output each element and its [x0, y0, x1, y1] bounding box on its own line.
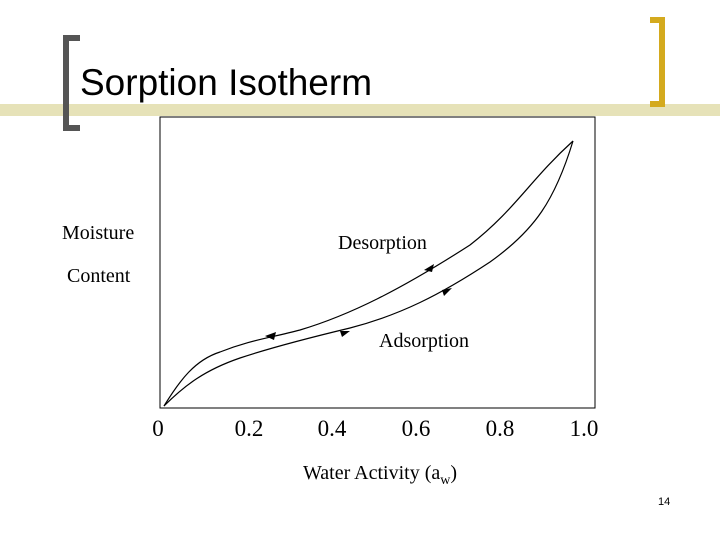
x-axis-label-close: ) [450, 462, 458, 484]
page-number: 14 [658, 496, 671, 508]
x-tick-label: 0.8 [485, 416, 515, 441]
adsorption-arrow-2 [442, 288, 452, 296]
desorption-arrow-1 [424, 264, 434, 272]
desorption-curve [163, 140, 574, 407]
desorption-arrow-2 [265, 332, 276, 340]
x-tick-label: 1.0 [569, 416, 599, 441]
plot-frame [159, 116, 596, 409]
desorption-label: Desorption [338, 232, 427, 254]
x-tick-label: 0.6 [401, 416, 431, 441]
y-axis-label-line1: Moisture [62, 222, 135, 244]
title-underline-bar [0, 104, 720, 116]
adsorption-curve [163, 140, 574, 407]
left-bracket-icon [63, 35, 80, 131]
x-axis-label: Water Activity (aw) [303, 462, 457, 489]
adsorption-arrow-1 [340, 331, 350, 337]
right-bracket-icon [650, 17, 665, 107]
x-tick-label: 0.2 [234, 416, 264, 441]
x-tick-label: 0.4 [317, 416, 347, 441]
adsorption-label: Adsorption [379, 330, 469, 352]
slide-title: Sorption Isotherm [80, 62, 373, 103]
x-axis-label-subscript: w [440, 473, 451, 488]
x-axis-label-text: Water Activity (a [303, 462, 441, 484]
x-tick-label: 0 [152, 416, 164, 441]
y-axis-label-line2: Content [67, 265, 131, 287]
